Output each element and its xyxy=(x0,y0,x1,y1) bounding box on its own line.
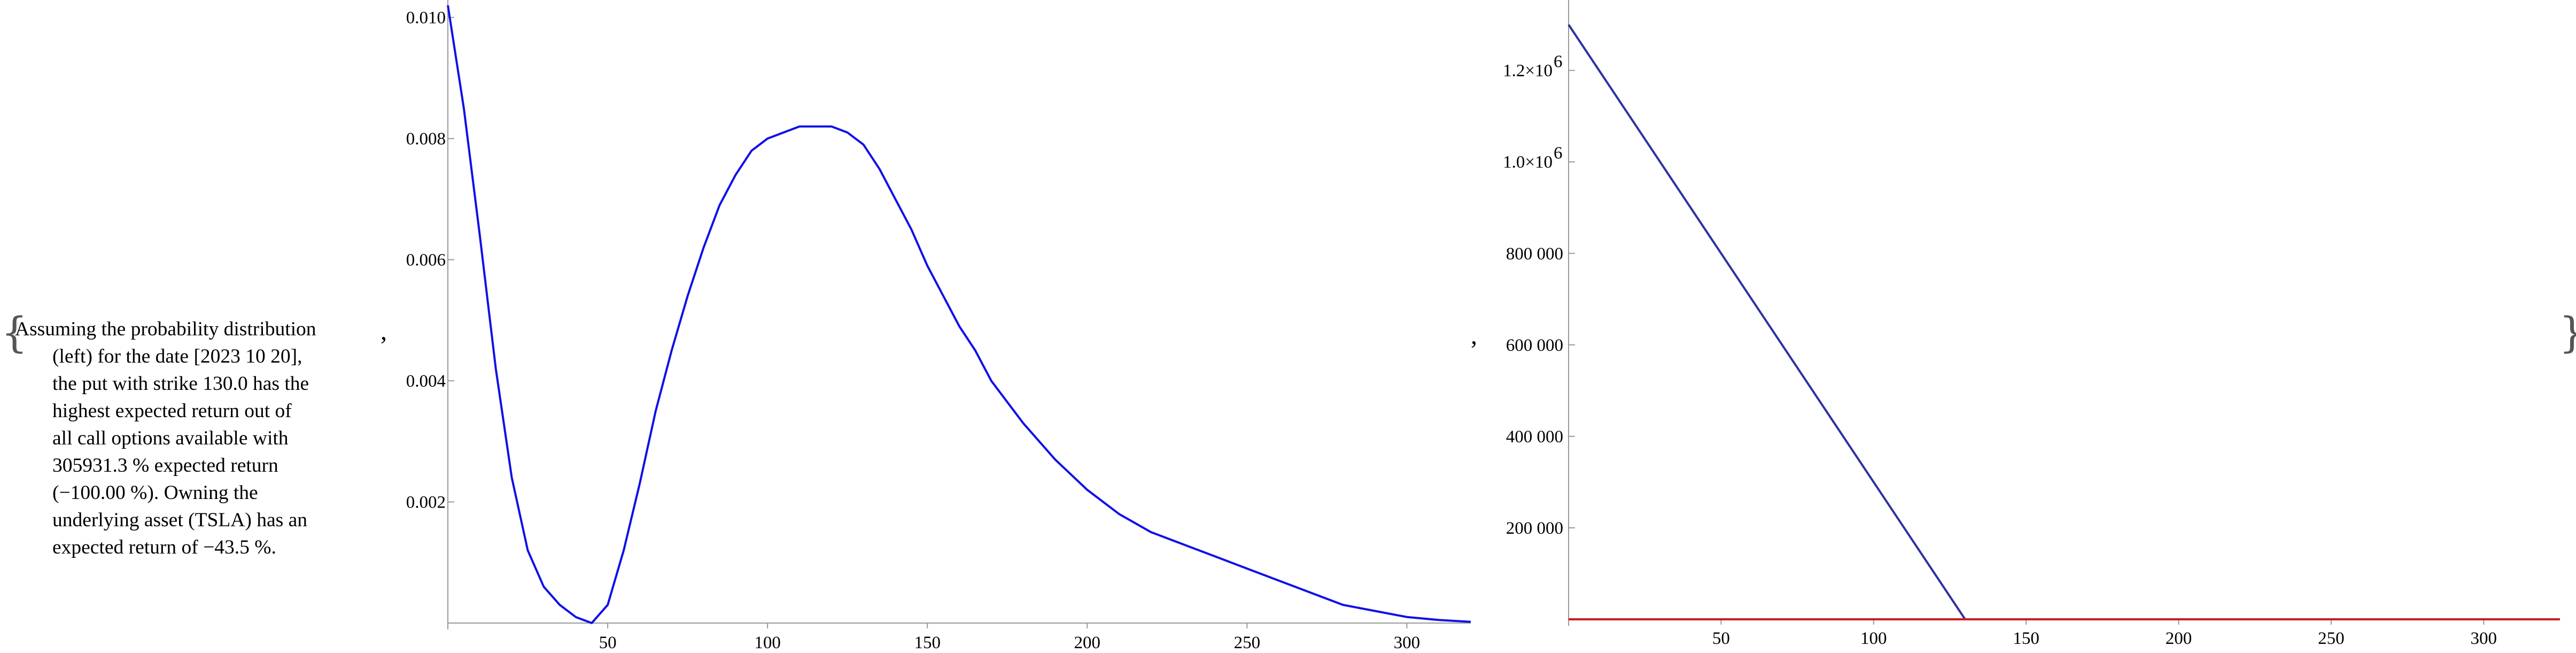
caption-line: (left) for the date [2023 10 20], xyxy=(52,345,302,367)
density-x-tick-label: 250 xyxy=(1234,633,1261,652)
density-series-line xyxy=(447,5,1471,624)
payoff-series-line xyxy=(1568,24,2560,620)
list-separator-comma: , xyxy=(381,317,387,345)
caption-line: highest expected return out of xyxy=(52,400,292,422)
payoff-y-tick-label: 200 000 xyxy=(1506,519,1563,538)
payoff-y-tick-label: 600 000 xyxy=(1506,336,1563,355)
payoff-x-tick-label: 300 xyxy=(2471,629,2497,648)
caption-line: expected return of −43.5 %. xyxy=(52,536,276,558)
density-y-tick-label: 0.004 xyxy=(406,372,446,391)
payoff-y-tick-label: 400 000 xyxy=(1506,427,1563,447)
density-y-tick-label: 0.006 xyxy=(406,251,446,270)
caption-line: underlying asset (TSLA) has an xyxy=(52,509,307,531)
caption-line: the put with strike 130.0 has the xyxy=(52,373,309,395)
payoff-y-tick-exponent: 6 xyxy=(1554,144,1563,163)
caption-line: 305931.3 % expected return xyxy=(52,455,278,477)
payoff-x-tick-label: 100 xyxy=(1860,629,1887,648)
caption-line: Assuming the probability distribution xyxy=(15,318,316,340)
density-y-tick-label: 0.010 xyxy=(406,9,446,28)
list-separator-comma: , xyxy=(1471,321,1477,350)
open-brace: { xyxy=(1,309,28,357)
density-x-tick-label: 100 xyxy=(754,633,781,652)
density-y-tick-label: 0.002 xyxy=(406,493,446,512)
payoff-y-tick-label: 1.2×10 xyxy=(1503,62,1553,81)
caption-line: (−100.00 %). Owning the xyxy=(52,482,258,504)
result-caption: Assuming the probability distribution (l… xyxy=(15,316,384,561)
payoff-x-tick-label: 150 xyxy=(2013,629,2039,648)
payoff-y-tick-label: 800 000 xyxy=(1506,244,1563,264)
density-x-tick-label: 50 xyxy=(599,633,617,652)
close-brace: } xyxy=(2559,309,2576,357)
payoff-x-tick-label: 250 xyxy=(2318,629,2345,648)
payoff-y-tick-label: 1.0×10 xyxy=(1503,153,1553,172)
density-x-tick-label: 300 xyxy=(1394,633,1421,652)
density-y-tick-label: 0.008 xyxy=(406,129,446,149)
density-x-tick-label: 200 xyxy=(1074,633,1101,652)
payoff-x-tick-label: 50 xyxy=(1712,629,1730,648)
payoff-y-tick-exponent: 6 xyxy=(1554,52,1563,72)
density-x-tick-label: 150 xyxy=(914,633,941,652)
payoff-x-tick-label: 200 xyxy=(2166,629,2192,648)
caption-line: all call options available with xyxy=(52,427,289,449)
